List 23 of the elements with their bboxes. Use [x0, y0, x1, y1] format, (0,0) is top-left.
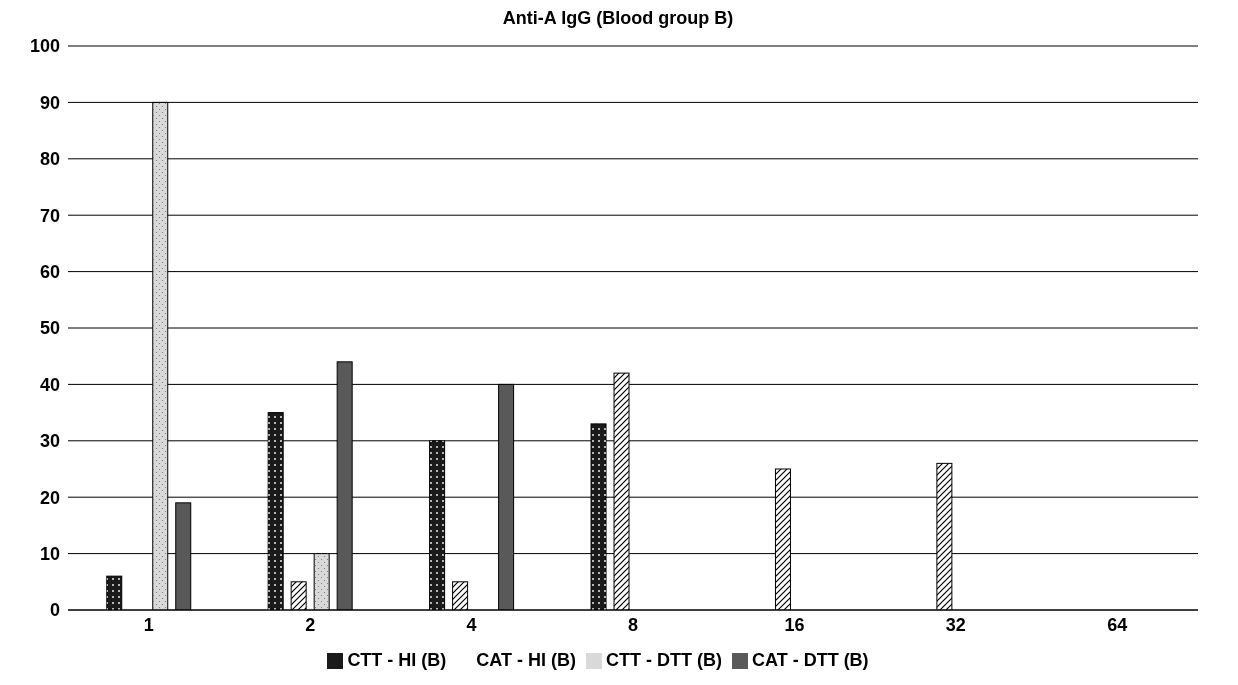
text: CAT - HI (B) [476, 650, 577, 670]
y-tick-label: 50 [39, 318, 60, 339]
y-tick-label: 100 [29, 36, 60, 57]
x-tick-label: 1 [143, 614, 154, 635]
x-tick-label: 32 [945, 614, 966, 635]
legend-label: CTT - DTT (B) [606, 650, 722, 670]
y-tick-label: 80 [39, 149, 60, 170]
x-tick-label: 64 [1107, 614, 1128, 635]
y-tick-label: 20 [39, 487, 60, 508]
y-tick-label: 30 [39, 431, 60, 452]
x-tick-label: 2 [305, 614, 316, 635]
x-tick-label: 4 [466, 614, 477, 635]
x-tick-label: 8 [627, 614, 639, 635]
y-tick-label: 70 [39, 205, 60, 226]
legend-label: CTT - HI (B) [347, 650, 447, 670]
y-tick-label: 0 [49, 600, 60, 621]
y-tick-label: 60 [39, 261, 60, 282]
x-tick-label: 16 [784, 614, 805, 635]
y-tick-label: 40 [39, 374, 60, 395]
y-tick-label: 10 [39, 543, 60, 564]
y-tick-label: 90 [39, 92, 60, 113]
legend-label: CAT - DTT (B) [751, 650, 869, 670]
chart-title: Anti-A IgG (Blood group B) [501, 8, 735, 30]
